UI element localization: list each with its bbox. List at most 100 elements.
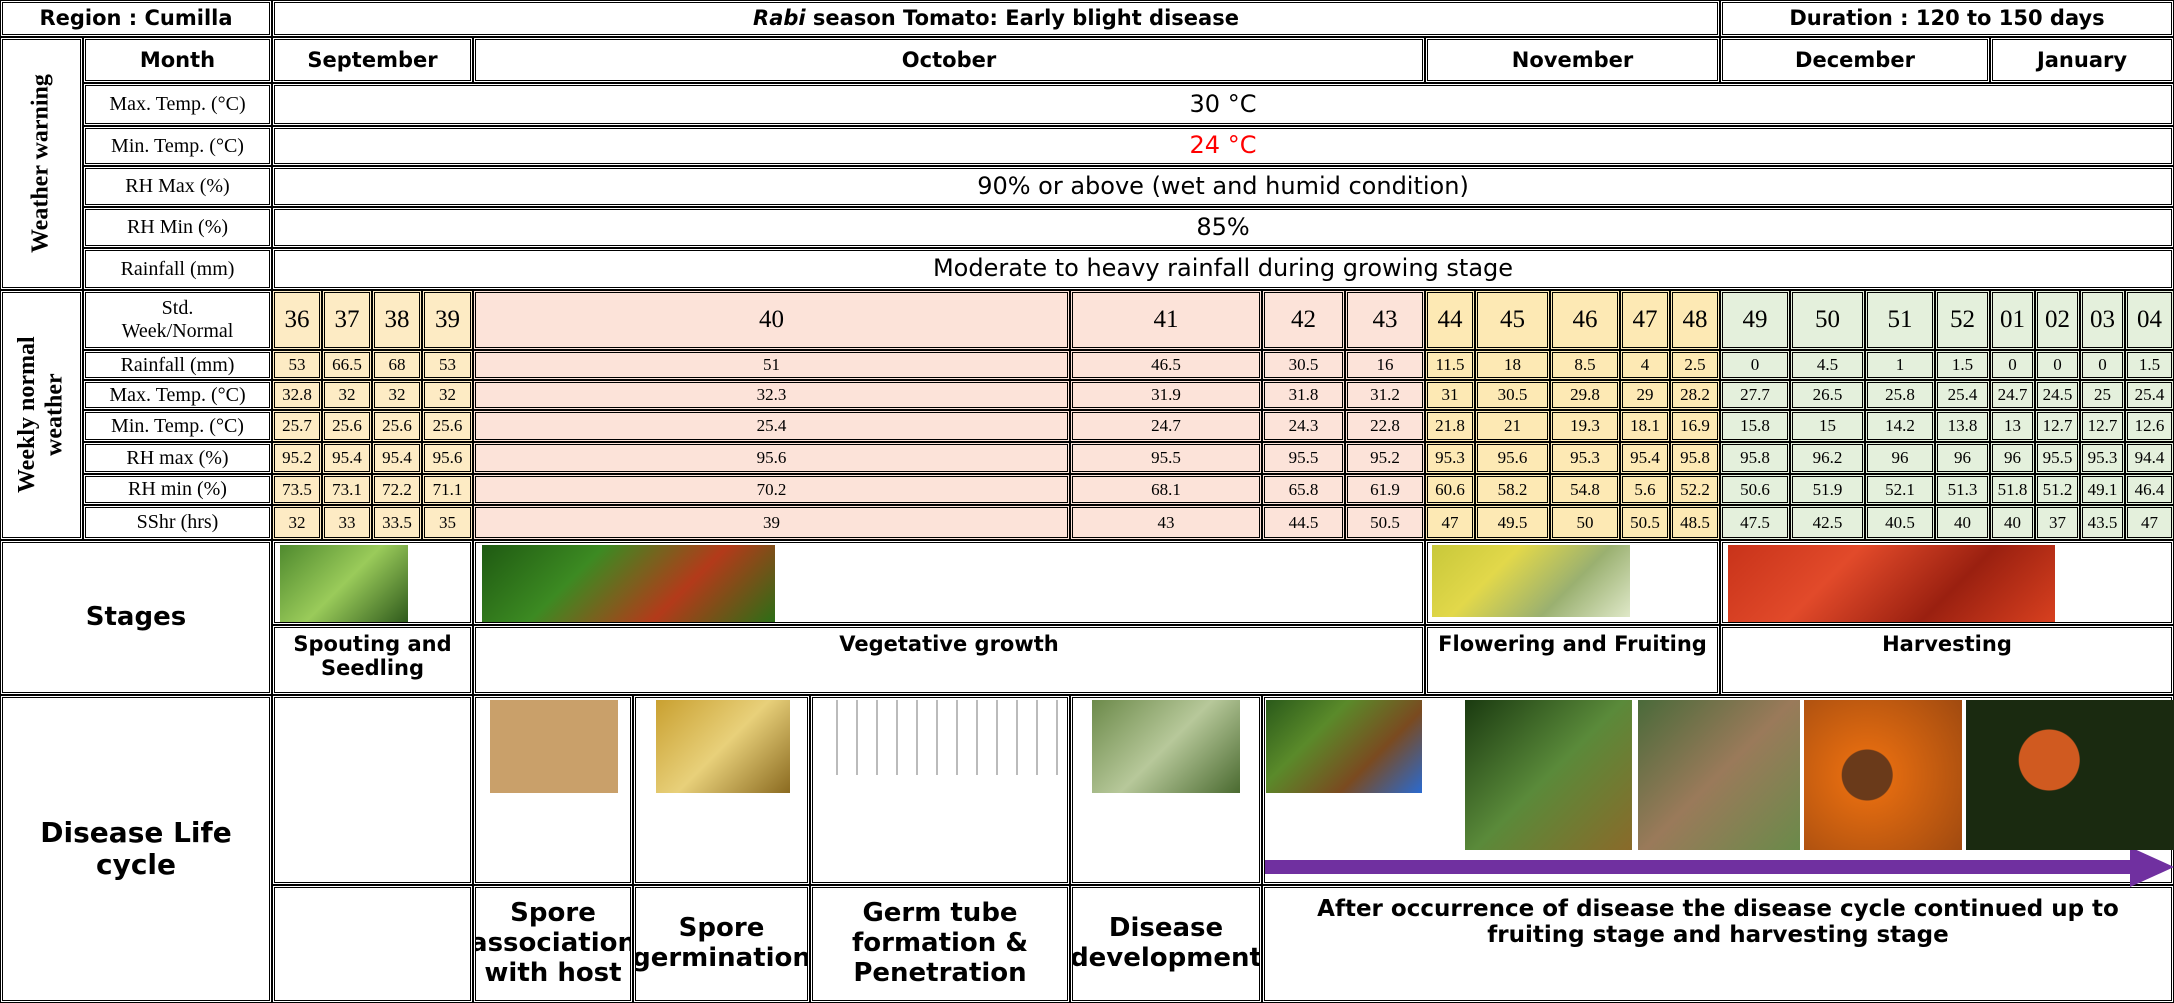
weekly-value: 40.5 [1865, 505, 1935, 540]
weekly-value: 60.6 [1425, 474, 1475, 505]
week: 47 [1620, 290, 1670, 350]
weekly-value: 25.4 [1935, 380, 1990, 410]
stage-image-cell [473, 540, 1425, 625]
photo [1804, 700, 1962, 850]
photo [656, 700, 790, 793]
week: 42 [1262, 290, 1345, 350]
stage-image-cell [1720, 540, 2174, 625]
week: 39 [422, 290, 473, 350]
weekly-value: 47 [1425, 505, 1475, 540]
weekly-value: 44.5 [1262, 505, 1345, 540]
weekly-value: 32.8 [272, 380, 322, 410]
weekly-value: 24.5 [2035, 380, 2080, 410]
row-label: Max. Temp. (°C) [83, 83, 272, 126]
weekly-value: 32 [372, 380, 422, 410]
weekly-value: 25.6 [322, 410, 372, 442]
weekly-value: 32.3 [473, 380, 1070, 410]
weekly-value: 51 [473, 350, 1070, 380]
weekly-value: 24.7 [1070, 410, 1262, 442]
week: 40 [473, 290, 1070, 350]
row-label: RH min (%) [83, 474, 272, 505]
weekly-value: 95.4 [322, 442, 372, 474]
photo [1966, 700, 2174, 850]
duration: Duration : 120 to 150 days [1720, 0, 2174, 37]
weekly-value: 37 [2035, 505, 2080, 540]
weekly-value: 1.5 [2125, 350, 2174, 380]
weekly-value: 40 [1935, 505, 1990, 540]
weekly-value: 8.5 [1550, 350, 1620, 380]
weekly-value: 16.9 [1670, 410, 1720, 442]
weekly-value: 30.5 [1262, 350, 1345, 380]
week: 36 [272, 290, 322, 350]
weekly-value: 14.2 [1865, 410, 1935, 442]
photo [1266, 700, 1422, 793]
weekly-value: 65.8 [1262, 474, 1345, 505]
weekly-value: 58.2 [1475, 474, 1550, 505]
weekly-value: 95.6 [473, 442, 1070, 474]
month-label: Month [83, 37, 272, 83]
weekly-value: 51.9 [1790, 474, 1865, 505]
weekly-value: 47.5 [1720, 505, 1790, 540]
weekly-value: 53 [272, 350, 322, 380]
week: 46 [1550, 290, 1620, 350]
weekly-value: 5.6 [1620, 474, 1670, 505]
weekly-value: 43.5 [2080, 505, 2125, 540]
weekly-value: 73.1 [322, 474, 372, 505]
weekly-value: 15.8 [1720, 410, 1790, 442]
weekly-value: 50.5 [1620, 505, 1670, 540]
weekly-value: 53 [422, 350, 473, 380]
weekly-value: 94.4 [2125, 442, 2174, 474]
weekly-value: 95.3 [1550, 442, 1620, 474]
weekly-value: 35 [422, 505, 473, 540]
weekly-value: 54.8 [1550, 474, 1620, 505]
weekly-value: 95.3 [2080, 442, 2125, 474]
weekly-value: 50 [1550, 505, 1620, 540]
row-label: Min. Temp. (°C) [83, 126, 272, 166]
month: January [1990, 37, 2174, 83]
weekly-value: 26.5 [1790, 380, 1865, 410]
week: 38 [372, 290, 422, 350]
weekly-value: 4 [1620, 350, 1670, 380]
disease-image-cell [473, 695, 633, 885]
month: November [1425, 37, 1720, 83]
month: December [1720, 37, 1990, 83]
photo [482, 545, 775, 622]
weekly-value: 1.5 [1935, 350, 1990, 380]
row-label: RH max (%) [83, 442, 272, 474]
weekly-value: 52.2 [1670, 474, 1720, 505]
weekly-value: 29 [1620, 380, 1670, 410]
row-label: RH Max (%) [83, 166, 272, 207]
weekly-value: 18.1 [1620, 410, 1670, 442]
weekly-value: 96 [1990, 442, 2035, 474]
weekly-value: 2.5 [1670, 350, 1720, 380]
weekly-value: 31.8 [1262, 380, 1345, 410]
weekly-value: 21.8 [1425, 410, 1475, 442]
weekly-value: 25.4 [2125, 380, 2174, 410]
weekly-value: 46.4 [2125, 474, 2174, 505]
weekly-value: 0 [2080, 350, 2125, 380]
stage-image-cell [272, 540, 473, 625]
weekly-value: 71.1 [422, 474, 473, 505]
week: 45 [1475, 290, 1550, 350]
week: 48 [1670, 290, 1720, 350]
weekly-value: 30.5 [1475, 380, 1550, 410]
photo [1728, 545, 2055, 622]
month: October [473, 37, 1425, 83]
weekly-value: 43 [1070, 505, 1262, 540]
weekly-value: 42.5 [1790, 505, 1865, 540]
weekly-value: 95.2 [272, 442, 322, 474]
weekly-value: 15 [1790, 410, 1865, 442]
weekly-value: 72.2 [372, 474, 422, 505]
disease-step: Germ tube formation & Penetration [810, 885, 1070, 1003]
weekly-value: 25.4 [473, 410, 1070, 442]
photo [280, 545, 408, 622]
stages-label: Stages [0, 540, 272, 695]
empty-cell [272, 695, 473, 885]
weekly-value: 52.1 [1865, 474, 1935, 505]
disease-step: Spore germination [633, 885, 810, 1003]
section-label: Weather warning [0, 37, 83, 290]
photo [490, 700, 618, 793]
weekly-value: 25.6 [372, 410, 422, 442]
week: 50 [1790, 290, 1865, 350]
weekly-value: 19.3 [1550, 410, 1620, 442]
